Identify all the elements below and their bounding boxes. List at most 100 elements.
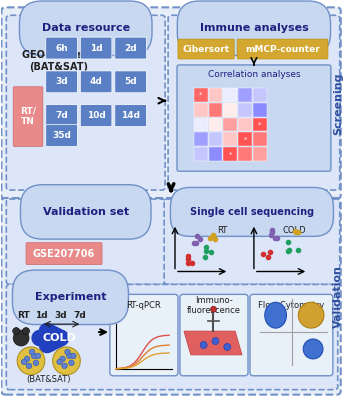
Text: Flow Cytometry: Flow Cytometry <box>258 301 325 310</box>
Text: Experiment: Experiment <box>35 292 106 302</box>
Circle shape <box>224 344 231 350</box>
Point <box>267 249 273 255</box>
Text: 5d: 5d <box>124 77 137 86</box>
Point <box>212 236 218 242</box>
FancyBboxPatch shape <box>250 294 333 376</box>
Circle shape <box>29 349 35 355</box>
Ellipse shape <box>298 302 324 328</box>
Circle shape <box>22 328 30 334</box>
FancyBboxPatch shape <box>164 199 340 284</box>
Bar <box>253 132 267 146</box>
Bar <box>253 118 267 132</box>
Text: 14d: 14d <box>121 111 140 120</box>
Point <box>269 229 275 236</box>
Point <box>186 259 191 266</box>
Circle shape <box>53 347 80 375</box>
Circle shape <box>210 306 216 312</box>
Text: *: * <box>228 151 232 157</box>
Text: Immune analyses: Immune analyses <box>199 23 308 33</box>
FancyBboxPatch shape <box>46 71 77 93</box>
FancyBboxPatch shape <box>180 294 248 376</box>
Circle shape <box>67 353 72 359</box>
Bar <box>238 132 252 146</box>
Text: COLD: COLD <box>43 333 77 343</box>
FancyBboxPatch shape <box>1 7 341 199</box>
FancyBboxPatch shape <box>237 39 328 59</box>
FancyBboxPatch shape <box>46 105 77 126</box>
Bar <box>238 103 252 116</box>
Bar <box>223 103 237 116</box>
Bar <box>238 118 252 132</box>
FancyBboxPatch shape <box>80 105 112 126</box>
Circle shape <box>21 359 27 365</box>
Bar <box>223 118 237 132</box>
Text: Data resource: Data resource <box>42 23 130 33</box>
Text: 7d: 7d <box>73 311 86 320</box>
Text: 10d: 10d <box>87 111 106 120</box>
Point <box>292 228 298 234</box>
FancyBboxPatch shape <box>46 37 77 59</box>
Circle shape <box>57 359 62 365</box>
Bar <box>194 147 208 161</box>
Bar <box>253 103 267 116</box>
Circle shape <box>26 363 32 369</box>
Point <box>210 232 215 239</box>
Point <box>293 229 298 235</box>
Point <box>260 251 266 257</box>
Circle shape <box>62 363 67 369</box>
FancyBboxPatch shape <box>6 199 165 284</box>
Text: Immuno-
fluorescence: Immuno- fluorescence <box>187 296 241 315</box>
Bar <box>223 147 237 161</box>
Ellipse shape <box>303 339 323 359</box>
Point <box>274 235 279 242</box>
FancyBboxPatch shape <box>6 284 338 390</box>
Polygon shape <box>184 331 242 355</box>
Bar <box>253 147 267 161</box>
Bar <box>208 103 222 116</box>
Text: COLD: COLD <box>283 226 306 235</box>
Text: 1d: 1d <box>36 311 48 320</box>
Bar <box>208 132 222 146</box>
Point <box>197 236 203 242</box>
Point <box>208 234 213 241</box>
Text: GEO  Dataset
(BAT&SAT): GEO Dataset (BAT&SAT) <box>22 50 95 72</box>
Bar <box>223 132 237 146</box>
FancyBboxPatch shape <box>6 15 165 190</box>
Text: 4d: 4d <box>90 77 102 86</box>
Text: *: * <box>258 122 262 128</box>
Circle shape <box>212 338 219 344</box>
Circle shape <box>24 356 30 362</box>
FancyBboxPatch shape <box>1 198 341 395</box>
Point <box>286 247 292 254</box>
Point <box>296 229 301 236</box>
Point <box>202 253 207 260</box>
Circle shape <box>200 342 207 348</box>
Text: *: * <box>243 136 247 142</box>
Point <box>268 232 273 238</box>
Text: mMCP-counter: mMCP-counter <box>245 44 320 54</box>
Bar <box>253 88 267 102</box>
Text: RT/
TN: RT/ TN <box>20 107 36 126</box>
Point <box>208 249 213 256</box>
Circle shape <box>35 353 41 359</box>
Text: Single cell sequencing: Single cell sequencing <box>190 207 314 217</box>
Point <box>191 239 197 246</box>
Ellipse shape <box>265 302 286 328</box>
Bar <box>238 88 252 102</box>
Point <box>285 239 290 245</box>
Point <box>185 255 191 262</box>
FancyBboxPatch shape <box>115 37 146 59</box>
Point <box>272 235 277 241</box>
Circle shape <box>60 356 65 362</box>
Point <box>194 239 199 246</box>
FancyBboxPatch shape <box>26 243 102 264</box>
Text: Screening: Screening <box>333 72 343 135</box>
Text: 2d: 2d <box>124 44 137 52</box>
Bar <box>208 88 222 102</box>
Text: Validation: Validation <box>333 265 343 328</box>
Circle shape <box>17 347 45 375</box>
Point <box>269 226 275 233</box>
Point <box>265 254 270 260</box>
Point <box>194 233 200 240</box>
Text: 6h: 6h <box>55 44 68 52</box>
